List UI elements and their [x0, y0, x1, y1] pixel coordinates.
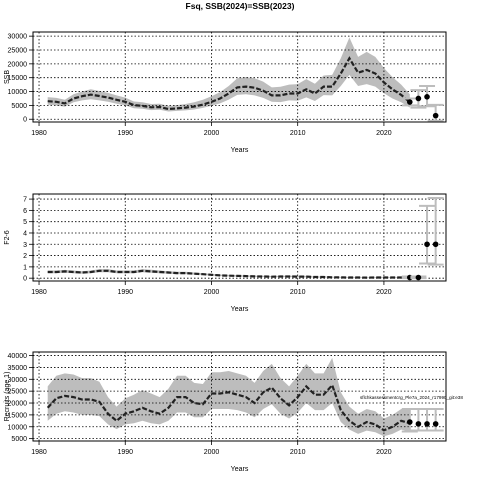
y-tick-label: 1 [23, 264, 27, 271]
y-tick-label: 10000 [8, 89, 28, 96]
y-tick-label: 0 [23, 117, 27, 124]
x-tick-label: 2000 [204, 130, 220, 137]
y-axis-label: Recruits (age 1) [4, 372, 11, 422]
projection-point [432, 112, 439, 119]
y-tick-label: 35000 [8, 365, 28, 372]
projection-point [424, 241, 430, 248]
y-tick-label: 20000 [8, 61, 28, 68]
y-tick-label: 25000 [8, 389, 28, 396]
x-tick-label: 1980 [31, 449, 47, 456]
confidence-band [47, 357, 410, 437]
estimate-line [46, 383, 411, 432]
projection-point [424, 94, 430, 100]
recruitment-panel: 1980 1990 2000 2010 2020 5000 10000 15000 20000 2… [4, 351, 463, 473]
y-axis-label: SSB [4, 70, 11, 84]
y-tick-label: 40000 [8, 353, 28, 360]
y-tick-label: 15000 [8, 412, 28, 419]
x-tick-label: 2010 [290, 289, 306, 296]
y-tick-label: 5000 [11, 103, 27, 110]
projection-point [406, 419, 413, 425]
projection-point [415, 421, 422, 427]
y-tick-label: 6 [23, 208, 27, 215]
x-axis-label: Years [231, 466, 249, 473]
y-tick-label: 10000 [8, 424, 28, 431]
x-tick-label: 2020 [376, 449, 392, 456]
x-tick-label: 1990 [117, 130, 133, 137]
projection-point [424, 421, 430, 427]
y-tick-label: 3 [23, 242, 27, 249]
x-tick-label: 2000 [204, 449, 220, 456]
y-tick-label: 15000 [8, 75, 28, 82]
confidence-band [47, 269, 410, 278]
y-tick-label: 25000 [8, 48, 28, 55]
plot-area [33, 194, 446, 281]
y-axis-label: F2-6 [4, 230, 11, 245]
x-axis-label: Years [231, 306, 249, 313]
fbar-panel: 1980 1990 2000 2010 2020 0 1 2 3 4 5 6 7 Years F2-6 [4, 193, 447, 313]
y-tick-label: 2 [23, 253, 27, 260]
projection-point [432, 241, 439, 248]
y-tick-label: 5000 [11, 436, 27, 443]
x-tick-label: 2020 [376, 130, 392, 137]
ssb-panel: 1980 1990 2000 2010 2020 0 5000 10000 15000 20000… [4, 31, 447, 154]
y-tick-label: 7 [23, 197, 27, 204]
projection-point [432, 421, 439, 427]
plot-area [33, 32, 446, 122]
x-tick-label: 2020 [376, 289, 392, 296]
y-tick-label: 5 [23, 219, 27, 226]
y-tick-label: 30000 [8, 377, 28, 384]
plot-frame [32, 351, 447, 442]
plot-area [33, 352, 446, 441]
x-tick-label: 1990 [117, 449, 133, 456]
x-tick-label: 2010 [290, 130, 306, 137]
x-tick-label: 2000 [204, 289, 220, 296]
y-tick-label: 0 [23, 276, 27, 283]
annotation-text: sflchkassessmentcrg_Ple7a_2024_r17990_gi… [360, 395, 463, 400]
projection-point [415, 274, 422, 281]
estimate-line [47, 56, 411, 111]
x-tick-label: 2010 [290, 449, 306, 456]
confidence-band [47, 37, 410, 112]
plot-frame [32, 31, 447, 123]
chart-title: Fsq, SSB(2024)=SSB(2023) [185, 1, 295, 11]
x-tick-label: 1990 [117, 289, 133, 296]
plot-frame [32, 193, 447, 282]
y-tick-label: 20000 [8, 401, 28, 408]
x-axis-label: Years [231, 147, 249, 154]
estimate-line [47, 269, 410, 279]
x-tick-label: 1980 [31, 289, 47, 296]
y-tick-label: 30000 [8, 34, 28, 41]
projection-point [406, 99, 413, 105]
x-tick-label: 1980 [31, 130, 47, 137]
y-tick-label: 4 [23, 230, 27, 237]
projection-point [415, 95, 422, 102]
